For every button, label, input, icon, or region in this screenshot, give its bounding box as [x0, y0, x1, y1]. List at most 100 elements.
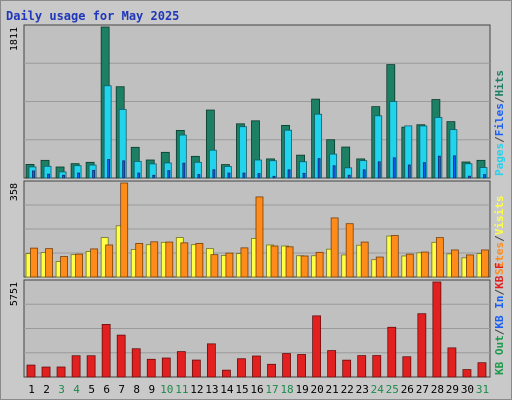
legend-item-separator: /: [493, 136, 506, 143]
bar-files-day-20: [317, 158, 321, 179]
bar-kbf-day-28: [432, 281, 442, 378]
x-tick-label-day-28: 28: [431, 383, 444, 396]
legend-item-kb-out: KB Out: [493, 335, 506, 375]
bar-kbf-day-5: [86, 355, 96, 378]
x-tick-label-day-21: 21: [326, 383, 339, 396]
bar-files-day-6: [107, 159, 111, 179]
bar-kbf-day-12: [191, 359, 201, 378]
bar-sites-day-2: [45, 248, 53, 278]
bar-kbf-day-2: [41, 366, 51, 378]
x-tick-label-day-13: 13: [205, 383, 218, 396]
bar-kbf-day-20: [312, 315, 322, 378]
panel-1-legend: Pages/Files/Hits: [493, 70, 506, 176]
bar-sites-day-9: [150, 241, 159, 278]
x-tick-label-day-19: 19: [295, 383, 308, 396]
x-tick-label-day-9: 9: [148, 383, 155, 396]
bar-files-day-26: [407, 164, 411, 179]
bar-files-day-9: [152, 174, 156, 179]
bar-files-day-11: [182, 162, 186, 179]
x-tick-label-day-31: 31: [476, 383, 489, 396]
x-tick-label-day-6: 6: [103, 383, 110, 396]
bar-kbf-day-19: [297, 354, 306, 378]
bar-kbf-day-23: [357, 355, 367, 378]
x-tick-label-day-7: 7: [118, 383, 125, 396]
bar-sites-day-12: [195, 242, 204, 278]
x-tick-label-day-20: 20: [311, 383, 324, 396]
bar-sites-day-26: [405, 253, 414, 278]
x-tick-label-day-23: 23: [356, 383, 369, 396]
bar-kbf-day-10: [161, 357, 171, 378]
bar-sites-day-14: [225, 252, 234, 278]
bar-kbf-day-22: [342, 359, 352, 378]
bar-sites-day-22: [345, 223, 354, 278]
panel-2-legend: Sites/Visits: [493, 196, 506, 276]
bar-kbf-day-16: [252, 355, 261, 378]
bar-files-day-8: [137, 172, 141, 179]
bar-kbf-day-25: [387, 326, 397, 378]
x-tick-label-day-3: 3: [58, 383, 65, 396]
bar-kbf-day-3: [56, 366, 66, 378]
bar-kbf-day-21: [327, 350, 337, 378]
bar-sites-day-28: [435, 237, 444, 278]
x-tick-label-day-26: 26: [401, 383, 414, 396]
bar-sites-day-21: [330, 217, 339, 278]
bar-sites-day-25: [390, 235, 399, 278]
bar-files-day-29: [453, 155, 456, 179]
bar-kbf-day-11: [176, 351, 186, 378]
panel-3-legend: KB Out/KB In/KB F: [493, 262, 506, 375]
bar-sites-day-30: [466, 254, 474, 278]
bar-files-day-25: [392, 157, 396, 179]
bar-sites-day-29: [451, 249, 459, 278]
bar-pages-day-17: [269, 160, 277, 179]
x-tick-label-day-14: 14: [220, 383, 234, 396]
bar-kbf-day-13: [206, 343, 216, 378]
bar-sites-day-7: [120, 182, 129, 278]
bar-files-day-10: [167, 170, 171, 179]
bar-sites-day-11: [180, 242, 189, 278]
bar-sites-day-15: [240, 247, 249, 278]
bar-files-day-14: [227, 172, 231, 179]
bar-sites-day-10: [165, 241, 174, 278]
bar-files-day-18: [287, 169, 291, 179]
legend-item-files: Files: [493, 103, 506, 136]
x-tick-label-day-5: 5: [88, 383, 95, 396]
legend-item-hits: Hits: [493, 70, 506, 97]
bar-kbf-day-15: [237, 358, 246, 378]
bar-kbf-day-26: [402, 356, 412, 378]
legend-item-kb-f: KB F: [493, 262, 506, 289]
bar-files-day-19: [302, 172, 306, 179]
bar-files-day-31: [483, 174, 486, 179]
bar-files-day-30: [468, 175, 471, 179]
bar-sites-day-4: [75, 253, 83, 278]
bar-sites-day-19: [300, 255, 309, 278]
bar-kbf-day-8: [131, 348, 141, 378]
bar-kbf-day-30: [462, 369, 472, 378]
bar-kbf-day-6: [101, 324, 111, 378]
legend-item-pages: Pages: [493, 143, 506, 176]
x-tick-label-day-10: 10: [160, 383, 173, 396]
legend-item-kb-in: KB In: [493, 296, 506, 329]
bar-files-day-24: [377, 161, 381, 179]
bar-sites-day-23: [360, 241, 369, 278]
x-tick-label-day-22: 22: [341, 383, 354, 396]
legend-item-separator: /: [493, 235, 506, 242]
bar-sites-day-27: [420, 251, 429, 278]
x-tick-label-day-12: 12: [190, 383, 203, 396]
bar-sites-day-17: [270, 245, 279, 278]
bar-pages-day-15: [239, 126, 247, 179]
bar-kbf-day-29: [447, 347, 457, 378]
bar-files-day-12: [197, 174, 201, 179]
x-tick-label-day-30: 30: [461, 383, 474, 396]
bar-sites-day-5: [90, 248, 99, 278]
bar-kbf-day-18: [282, 353, 291, 378]
legend-item-separator: /: [493, 96, 506, 103]
bar-files-day-23: [362, 169, 366, 179]
x-tick-label-day-24: 24: [371, 383, 385, 396]
bar-files-day-5: [92, 169, 96, 179]
bar-files-day-28: [437, 155, 441, 179]
x-tick-label-day-18: 18: [280, 383, 293, 396]
legend-item-separator: /: [493, 289, 506, 296]
bar-files-day-15: [242, 172, 246, 179]
bar-sites-day-13: [210, 254, 219, 278]
